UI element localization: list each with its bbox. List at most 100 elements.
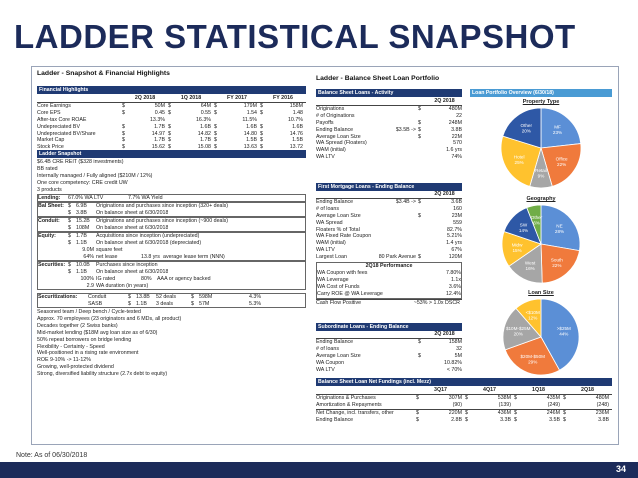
table-row: # of loans 160 bbox=[316, 206, 462, 213]
snapshot-tail-line: Seasoned team / Deep bench / Cycle-teste… bbox=[37, 309, 141, 315]
perf-label: WA Leverage bbox=[317, 276, 349, 283]
row-cur: $ bbox=[418, 198, 421, 205]
pie-value: 22% bbox=[557, 162, 566, 167]
net-cur: $ bbox=[563, 416, 566, 423]
row-val: 3.8B bbox=[451, 126, 462, 133]
perf-row: WA Coupon with fees 7.80% bbox=[317, 270, 461, 277]
row-cur bbox=[418, 247, 427, 254]
pie-slice-south bbox=[540, 243, 580, 284]
balsheet-val: 3.8B bbox=[76, 209, 87, 216]
equity-val: 64% bbox=[83, 253, 94, 260]
fin-cur: $ bbox=[168, 109, 171, 116]
equity-val: 1.1B bbox=[76, 239, 87, 246]
net-val: 246M bbox=[546, 409, 560, 416]
securitizations-label: Securitizations: bbox=[38, 294, 78, 300]
conduit-desc: On balance sheet at 6/30/2018 bbox=[96, 224, 169, 231]
fin-col: 2Q 2018 bbox=[134, 95, 156, 101]
snapshot-tail-line: Flexibility - Certainty - Speed bbox=[37, 343, 105, 350]
row-mid bbox=[374, 106, 418, 113]
row-val: 67% bbox=[451, 247, 462, 254]
net-cur: $ bbox=[416, 394, 419, 401]
fin-col: FY 2017 bbox=[227, 95, 247, 101]
perf-val: 1.1x bbox=[450, 276, 461, 283]
table-row: Average Loan Size $22M bbox=[316, 134, 462, 141]
net-col: 3Q17 bbox=[434, 387, 447, 393]
lending-ltv: 67.0% WA LTV bbox=[68, 195, 104, 201]
securitizations-type: Conduit bbox=[88, 294, 107, 300]
pie-value: 28% bbox=[555, 229, 564, 234]
securities-cur: $ bbox=[68, 268, 71, 275]
row-val: 3.6B bbox=[451, 198, 462, 205]
row-val: 570 bbox=[453, 140, 462, 147]
row-cur: $ bbox=[418, 119, 421, 126]
table-row: # of loans 32 bbox=[316, 346, 462, 353]
row-label: WAM (initial) bbox=[316, 240, 346, 247]
pie-label: Office bbox=[556, 157, 568, 162]
fin-row-label: Core Earnings bbox=[37, 102, 71, 109]
row-val: 1.4 yrs bbox=[446, 240, 462, 247]
pie-label: MF bbox=[554, 125, 561, 130]
fin-cur: $ bbox=[260, 144, 263, 151]
table-row: Originations $480M bbox=[316, 106, 462, 113]
net-cur: $ bbox=[514, 409, 517, 416]
fin-val: 15.62 bbox=[151, 144, 165, 151]
net-val: 220M bbox=[448, 409, 462, 416]
pie-slice--25m bbox=[540, 298, 580, 371]
snapshot-tail-line: Mid-market lending ($18M avg loan size a… bbox=[37, 329, 158, 336]
pie-slice-hotel bbox=[500, 135, 542, 187]
row-mid bbox=[374, 154, 418, 161]
row-val: 82.7% bbox=[446, 226, 462, 233]
fin-val: 14.82 bbox=[197, 130, 211, 137]
pie-value: 44% bbox=[559, 332, 568, 337]
securities-desc: IG rated bbox=[96, 275, 116, 282]
fin-row: Stock Price $15.62 $15.08 $13.63 $13.72 bbox=[37, 144, 306, 151]
fin-val: 64M bbox=[200, 102, 211, 109]
loan-size-title: Loan Size bbox=[528, 290, 554, 296]
row-cur bbox=[418, 113, 427, 120]
net-col: 1Q18 bbox=[532, 387, 545, 393]
fin-cur: $ bbox=[260, 130, 263, 137]
overview-bar: Loan Portfolio Overview (6/30/18) bbox=[470, 89, 612, 97]
fml-cash-label: Cash Flow Positive bbox=[316, 299, 362, 306]
securities-desc: On balance sheet at 6/30/2018 bbox=[96, 268, 169, 275]
fin-cur: $ bbox=[214, 109, 217, 116]
row-label: Largest Loan bbox=[316, 254, 347, 261]
equity-desc: Acquisitions since inception (undeprecia… bbox=[96, 233, 200, 239]
conduit-desc: Originations and purchases since incepti… bbox=[96, 218, 229, 224]
fin-cur: $ bbox=[122, 102, 125, 109]
equity-val: 9.0M bbox=[82, 246, 94, 253]
net-val: 480M bbox=[595, 394, 609, 401]
footer-bar: 34 bbox=[0, 462, 638, 478]
pie-label: $10M-$25M bbox=[506, 326, 531, 331]
pie-label: Retail bbox=[535, 168, 547, 173]
table-row: WA Spread 559 bbox=[316, 220, 462, 227]
lending-yield: 7.7% WA Yield bbox=[128, 195, 163, 201]
pie-value: 9% bbox=[538, 173, 545, 178]
row-cur bbox=[418, 206, 427, 213]
pie-value: 22% bbox=[552, 263, 561, 268]
net-cur: $ bbox=[465, 394, 468, 401]
securitizations-pct: 4.3% bbox=[249, 294, 262, 300]
row-label: # of loans bbox=[316, 345, 339, 352]
securitizations-cur: $ bbox=[191, 294, 194, 300]
row-val: 22 bbox=[456, 112, 462, 119]
row-label: WA Spread bbox=[316, 219, 343, 226]
fin-cur bbox=[122, 117, 131, 124]
fin-row: Undepreciated BV $1.7B $1.6B $1.6B $1.6B bbox=[37, 124, 306, 131]
fin-val: 14.97 bbox=[151, 130, 165, 137]
fin-cur: $ bbox=[122, 130, 125, 137]
table-row: WA LTV < 70% bbox=[316, 367, 462, 374]
row-mid bbox=[374, 227, 418, 234]
fin-cur: $ bbox=[168, 123, 171, 130]
table-row: Payoffs $248M bbox=[316, 120, 462, 127]
securitizations-val: 13.8B bbox=[136, 294, 150, 300]
row-mid bbox=[374, 140, 418, 147]
row-label: WA Coupon bbox=[316, 359, 345, 366]
fin-cur: $ bbox=[168, 144, 171, 151]
equity-desc: net lease bbox=[96, 253, 118, 260]
net-cur bbox=[465, 402, 474, 409]
row-cur: $ bbox=[418, 352, 421, 359]
fin-row-label: Stock Price bbox=[37, 144, 64, 151]
row-mid bbox=[374, 113, 418, 120]
